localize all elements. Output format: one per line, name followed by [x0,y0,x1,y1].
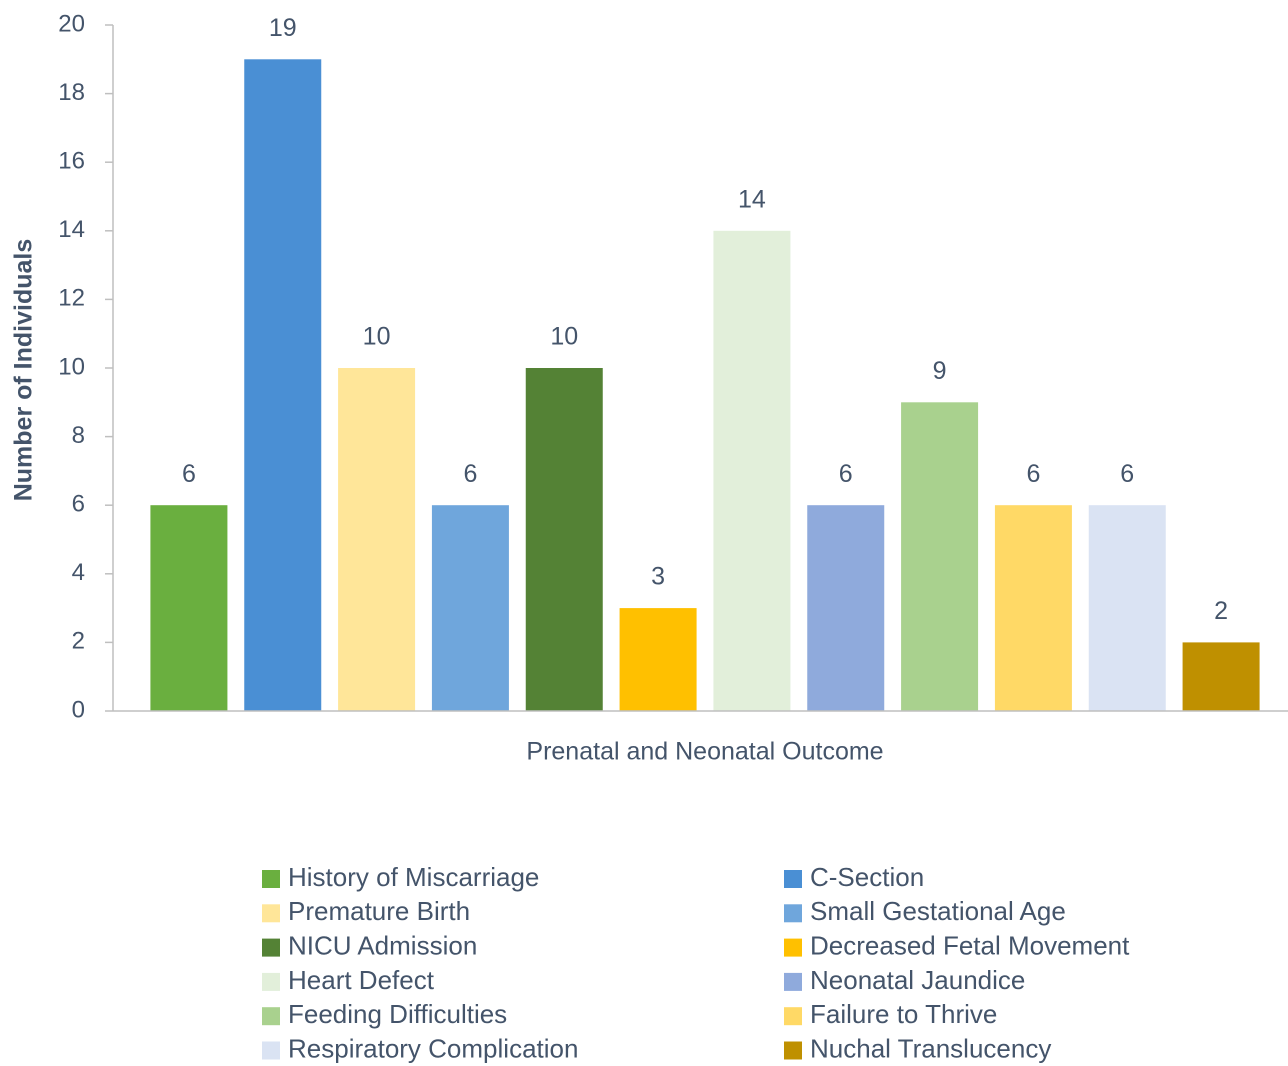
y-tick-label: 16 [58,148,85,175]
bar [807,505,885,711]
legend-label: Premature Birth [288,896,470,926]
legend-label: C-Section [810,862,924,892]
legend-swatch [262,972,280,991]
y-tick-label: 20 [58,10,85,37]
legend-label: Neonatal Jaundice [810,965,1025,995]
bar [619,608,697,711]
bar [994,505,1072,711]
legend-swatch [784,870,802,888]
bar [338,368,416,711]
legend-swatch [262,904,280,923]
legend-swatch [784,938,802,957]
bar [525,368,603,711]
bar [431,505,509,711]
y-tick-label: 2 [72,628,85,655]
bar [713,230,791,712]
y-tick-label: 8 [72,422,85,449]
legend-swatch [262,1041,280,1060]
value-label: 9 [933,357,947,385]
y-tick-label: 14 [58,216,85,243]
value-label: 19 [269,14,297,42]
legend-swatch [784,1007,802,1026]
legend-label: Respiratory Complication [288,1033,578,1063]
bar [1088,505,1166,711]
y-axis-title: Number of Individuals [10,239,38,502]
y-tick-label: 0 [72,696,85,723]
legend-swatch [784,972,802,991]
legend-swatch [262,870,280,888]
value-label: 6 [839,460,853,488]
legend-label: Nuchal Translucency [810,1033,1051,1063]
value-label: 6 [463,460,477,488]
value-label: 10 [363,323,391,351]
bar [244,59,322,712]
legend-swatch [784,1041,802,1060]
value-label: 14 [738,185,766,213]
legend-label: Failure to Thrive [810,999,997,1029]
legend-label: Small Gestational Age [810,896,1066,926]
value-label: 3 [651,563,665,591]
legend-label: Decreased Fetal Movement [810,930,1130,960]
legend-swatch [784,904,802,923]
y-tick-label: 12 [58,285,85,312]
legend-label: NICU Admission [288,930,477,960]
legend-swatch [262,938,280,957]
x-axis-title: Prenatal and Neonatal Outcome [526,738,883,766]
y-tick-label: 18 [58,79,85,106]
bar [150,505,228,711]
bar [901,402,979,711]
value-label: 6 [1120,460,1134,488]
legend-swatch [262,1007,280,1026]
bar [1182,642,1260,711]
value-label: 6 [1026,460,1040,488]
y-tick-label: 10 [58,353,85,380]
value-label: 6 [182,460,196,488]
legend-label: Heart Defect [288,965,435,995]
value-label: 2 [1214,597,1228,625]
y-tick-label: 4 [72,559,85,586]
legend-label: History of Miscarriage [288,862,539,892]
value-label: 10 [550,323,578,351]
y-tick-label: 6 [72,491,85,518]
legend-label: Feeding Difficulties [288,999,507,1029]
